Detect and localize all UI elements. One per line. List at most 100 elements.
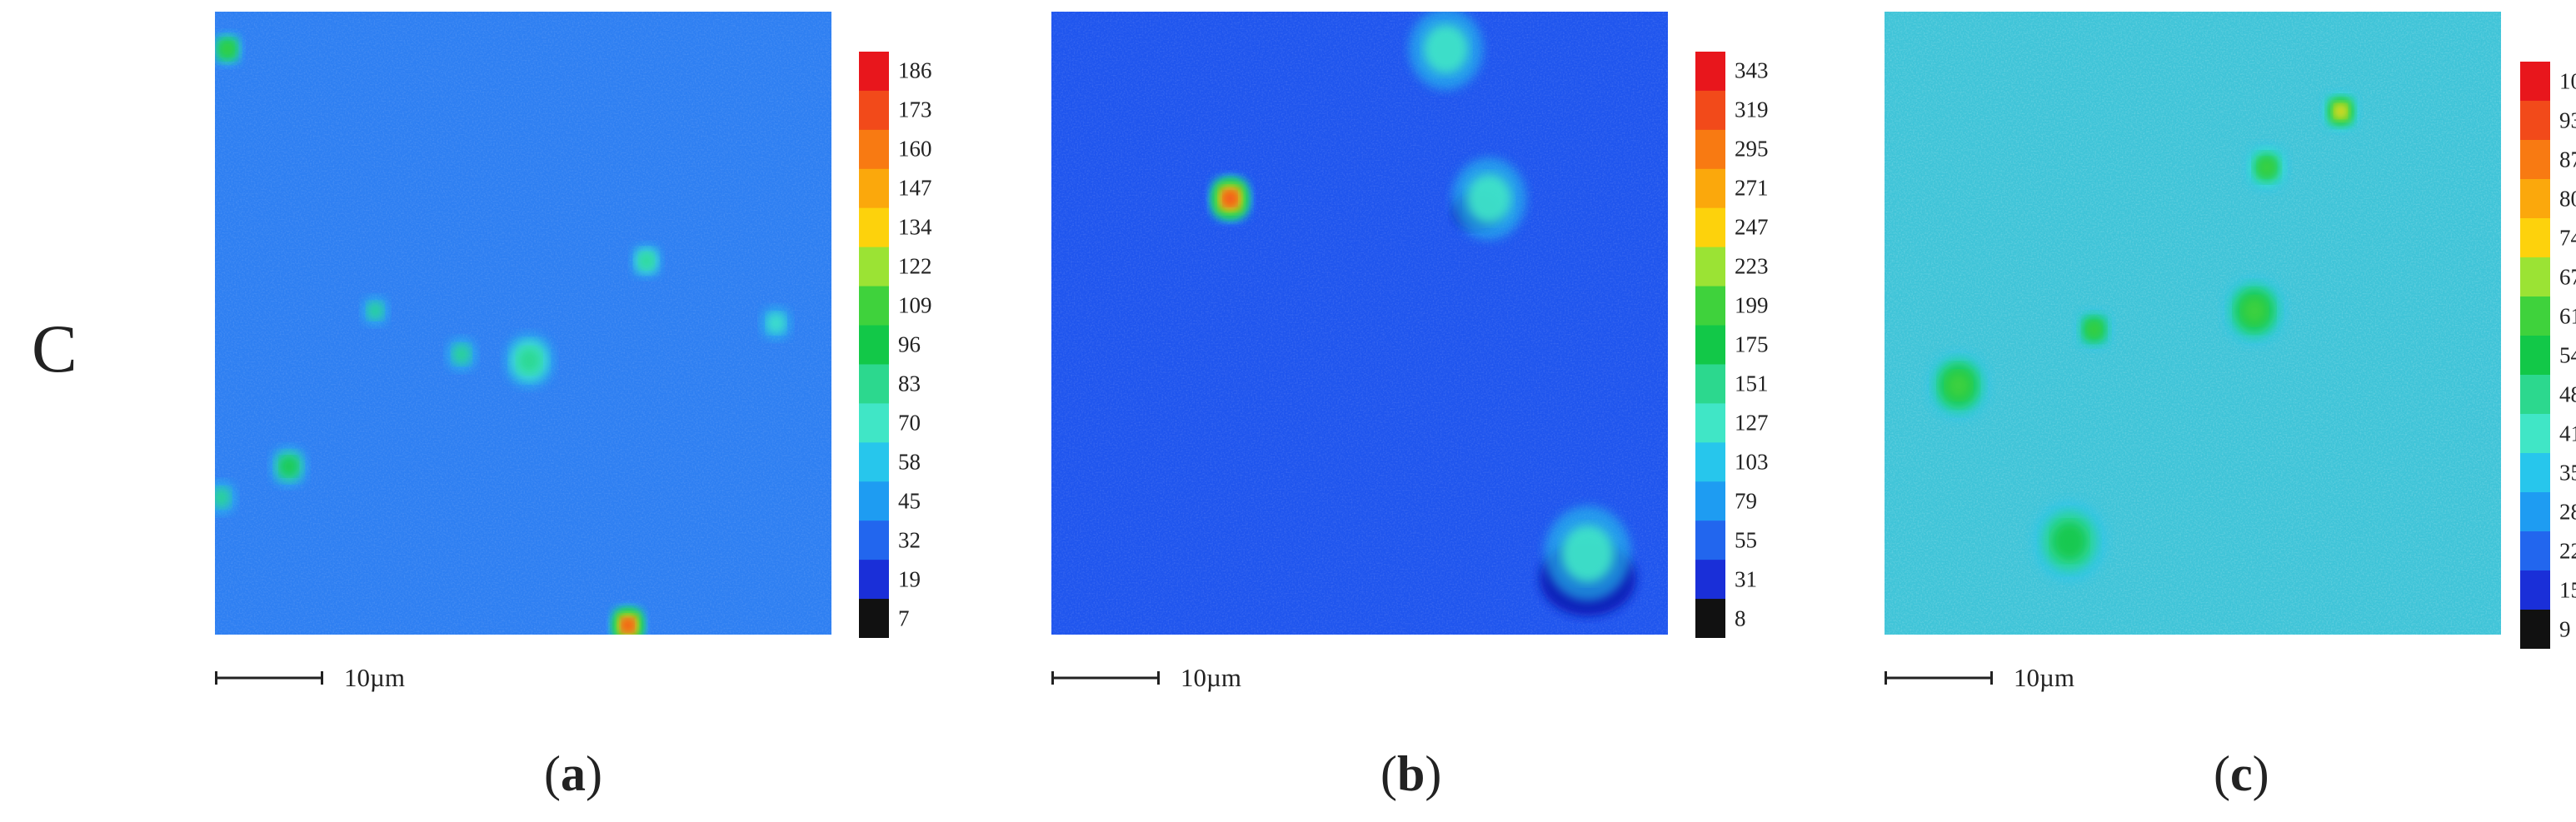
colorbar-b-tick: 79 [1735,488,1757,514]
colorbar-c-svg [2520,62,2550,649]
scale-bar-b [1051,670,1160,686]
colorbar-a-segment [859,207,889,248]
colorbar-b-tick: 151 [1735,371,1769,396]
colorbar-a-tick: 83 [898,371,921,396]
colorbar-a-segment [859,168,889,209]
colorbar-b-tick: 199 [1735,292,1769,318]
heatmap-c [1885,12,2501,635]
heatmap-a-hotspot [622,619,634,632]
colorbar-c-segment [2520,179,2550,219]
colorbar-b-tick: 343 [1735,57,1769,83]
colorbar-c-segment [2520,257,2550,297]
colorbar-b-tick: 8 [1735,605,1746,631]
colorbar-c-tick: 74 [2559,225,2576,250]
colorbar-c-segment [2520,414,2550,454]
heatmap-b-hotspot [1466,174,1512,223]
colorbar-b-segment [1695,521,1725,560]
colorbar-a-tick: 96 [898,331,921,357]
colorbar-b-segment [1695,90,1725,131]
panel-c: 100 93 87 80 74 67 61 54 48 41 35 28 22 15 9 10µm (c) [1885,12,2576,811]
colorbar-c-tick: 61 [2559,303,2576,328]
colorbar-b-tick: 223 [1735,253,1769,279]
colorbar-a-tick: 45 [898,488,921,514]
colorbar-c-tick: 28 [2559,499,2576,524]
colorbar-a-tick: 32 [898,527,921,553]
colorbar-c-tick: 67 [2559,264,2576,289]
colorbar-b-segment [1695,403,1725,443]
colorbar-a-segment [859,247,889,287]
colorbar-b-segment [1695,286,1725,326]
colorbar-c-tick: 54 [2559,342,2576,367]
scale-bar-a [215,670,323,686]
heatmap-a-hotspot [280,456,298,476]
colorbar-a-segment [859,521,889,560]
colorbar-c-segment [2520,336,2550,376]
colorbar-a-segment [859,560,889,600]
colorbar-c-tick: 80 [2559,186,2576,211]
colorbar-a-segment [859,364,889,404]
colorbar-a-segment [859,481,889,521]
caption-c: (c) [2214,746,2269,801]
colorbar-a-tick: 147 [898,175,932,201]
colorbar-c-segment [2520,453,2550,493]
heatmap-a-noise [215,12,831,635]
colorbar-a-segment [859,325,889,366]
colorbar-c-tick: 22 [2559,538,2576,563]
colorbar-a-tick: 70 [898,410,921,436]
colorbar-a-tick: 58 [898,449,921,475]
colorbar-c-tick: 9 [2559,616,2571,641]
colorbar-b-tick: 55 [1735,527,1757,553]
colorbar-b-segment [1695,325,1725,366]
colorbar-a [859,52,889,638]
colorbar-a-tick: 173 [898,97,932,122]
colorbar-b-tick: 31 [1735,566,1757,592]
colorbar-b-segment [1695,481,1725,521]
colorbar-a-segment [859,403,889,443]
heatmap-a-hotspot [639,252,654,269]
colorbar-a-svg [859,52,889,638]
colorbar-c-segment [2520,531,2550,571]
heatmap-b-hotspot [1223,191,1237,206]
panel-a: 186 173 160 147 134 122 109 96 83 70 58 45 32 19 7 10µ… [215,12,1048,811]
colorbar-b-segment [1695,247,1725,287]
colorbar-a-segment [859,52,889,92]
colorbar-c-tick: 41 [2559,421,2576,446]
colorbar-a-tick: 7 [898,605,910,631]
colorbar-c-tick: 35 [2559,460,2576,485]
colorbar-b-segment [1695,560,1725,600]
colorbar-b-tick: 103 [1735,449,1769,475]
heatmap-a-hotspot [221,42,234,57]
colorbar-b-tick: 175 [1735,331,1769,357]
colorbar-c-segment [2520,570,2550,610]
colorbar-a-tick: 134 [898,214,932,240]
colorbar-c [2520,62,2550,649]
row-label: C [32,311,77,386]
colorbar-b-tick: 295 [1735,136,1769,162]
heatmap-a-hotspot [517,347,542,374]
colorbar-b-tick: 247 [1735,214,1769,240]
heatmap-a-hotspot [215,487,231,508]
colorbar-c-segment [2520,610,2550,649]
colorbar-a-segment [859,599,889,638]
heatmap-a-hotspot [367,301,384,320]
heatmap-c-noise [1885,12,2501,635]
colorbar-c-segment [2520,492,2550,532]
heatmap-b-svg [1051,12,1668,635]
scale-label-b: 10µm [1181,663,1241,692]
caption-b: (b) [1380,746,1442,801]
scale-label-a: 10µm [344,663,405,692]
heatmap-a-svg [215,12,831,635]
colorbar-c-tick: 100 [2559,68,2576,93]
colorbar-a-tick: 122 [898,253,932,279]
colorbar-a-tick: 160 [898,136,932,162]
colorbar-b-segment [1695,207,1725,248]
heatmap-c-hotspot [2258,157,2276,177]
colorbar-b-tick: 271 [1735,175,1769,201]
colorbar-c-tick: 93 [2559,107,2576,132]
colorbar-b [1695,52,1725,638]
heatmap-a [215,12,831,635]
colorbar-b-svg [1695,52,1725,638]
colorbar-c-segment [2520,101,2550,141]
heatmap-a-hotspot [452,344,472,365]
colorbar-b-segment [1695,129,1725,170]
